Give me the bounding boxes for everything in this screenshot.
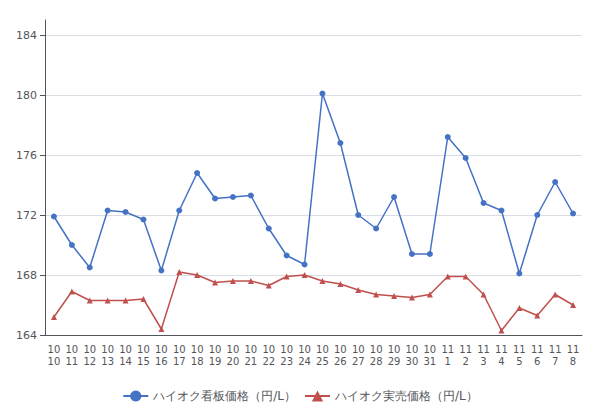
svg-text:11: 11 — [531, 344, 544, 355]
svg-text:2: 2 — [462, 356, 468, 367]
svg-text:27: 27 — [352, 356, 365, 367]
svg-text:10: 10 — [209, 344, 222, 355]
svg-text:11: 11 — [513, 344, 526, 355]
svg-text:30: 30 — [406, 356, 419, 367]
svg-text:21: 21 — [244, 356, 257, 367]
svg-text:28: 28 — [370, 356, 383, 367]
svg-text:20: 20 — [227, 356, 240, 367]
svg-text:10: 10 — [101, 344, 114, 355]
svg-text:10: 10 — [48, 356, 61, 367]
svg-text:13: 13 — [101, 356, 114, 367]
svg-text:10: 10 — [173, 344, 186, 355]
svg-text:10: 10 — [83, 344, 96, 355]
svg-text:11: 11 — [441, 344, 454, 355]
svg-text:10: 10 — [48, 344, 61, 355]
svg-text:10: 10 — [388, 344, 401, 355]
svg-text:4: 4 — [498, 356, 504, 367]
svg-text:176: 176 — [16, 149, 37, 162]
svg-text:10: 10 — [423, 344, 436, 355]
svg-text:23: 23 — [280, 356, 293, 367]
svg-text:172: 172 — [16, 209, 37, 222]
svg-text:180: 180 — [16, 89, 37, 102]
svg-text:11: 11 — [65, 356, 78, 367]
svg-text:10: 10 — [65, 344, 78, 355]
svg-text:5: 5 — [516, 356, 522, 367]
svg-text:10: 10 — [155, 344, 168, 355]
svg-text:10: 10 — [370, 344, 383, 355]
svg-text:29: 29 — [388, 356, 401, 367]
svg-text:6: 6 — [534, 356, 540, 367]
svg-text:10: 10 — [352, 344, 365, 355]
svg-text:26: 26 — [334, 356, 347, 367]
svg-text:1: 1 — [445, 356, 451, 367]
svg-text:10: 10 — [244, 344, 257, 355]
svg-text:ハイオク実売価格（円/L）: ハイオク実売価格（円/L） — [334, 389, 478, 403]
svg-text:164: 164 — [16, 329, 37, 342]
svg-text:15: 15 — [137, 356, 150, 367]
svg-text:10: 10 — [298, 344, 311, 355]
svg-text:10: 10 — [262, 344, 275, 355]
svg-text:24: 24 — [298, 356, 311, 367]
svg-text:8: 8 — [570, 356, 576, 367]
svg-text:10: 10 — [406, 344, 419, 355]
svg-text:10: 10 — [227, 344, 240, 355]
svg-text:7: 7 — [552, 356, 558, 367]
svg-text:22: 22 — [262, 356, 275, 367]
svg-text:11: 11 — [567, 344, 580, 355]
svg-text:10: 10 — [280, 344, 293, 355]
svg-text:168: 168 — [16, 269, 37, 282]
svg-text:31: 31 — [423, 356, 436, 367]
svg-text:18: 18 — [191, 356, 204, 367]
svg-text:11: 11 — [549, 344, 562, 355]
svg-text:16: 16 — [155, 356, 168, 367]
svg-text:3: 3 — [480, 356, 486, 367]
svg-text:ハイオク看板価格（円/L）: ハイオク看板価格（円/L） — [152, 389, 296, 403]
svg-text:10: 10 — [334, 344, 347, 355]
svg-text:184: 184 — [16, 29, 37, 42]
svg-text:10: 10 — [191, 344, 204, 355]
svg-text:19: 19 — [209, 356, 222, 367]
svg-text:25: 25 — [316, 356, 329, 367]
svg-text:11: 11 — [495, 344, 508, 355]
svg-text:12: 12 — [83, 356, 96, 367]
svg-text:14: 14 — [119, 356, 132, 367]
svg-text:10: 10 — [137, 344, 150, 355]
svg-text:11: 11 — [477, 344, 490, 355]
svg-text:10: 10 — [316, 344, 329, 355]
svg-text:17: 17 — [173, 356, 186, 367]
svg-text:11: 11 — [459, 344, 472, 355]
svg-text:10: 10 — [119, 344, 132, 355]
